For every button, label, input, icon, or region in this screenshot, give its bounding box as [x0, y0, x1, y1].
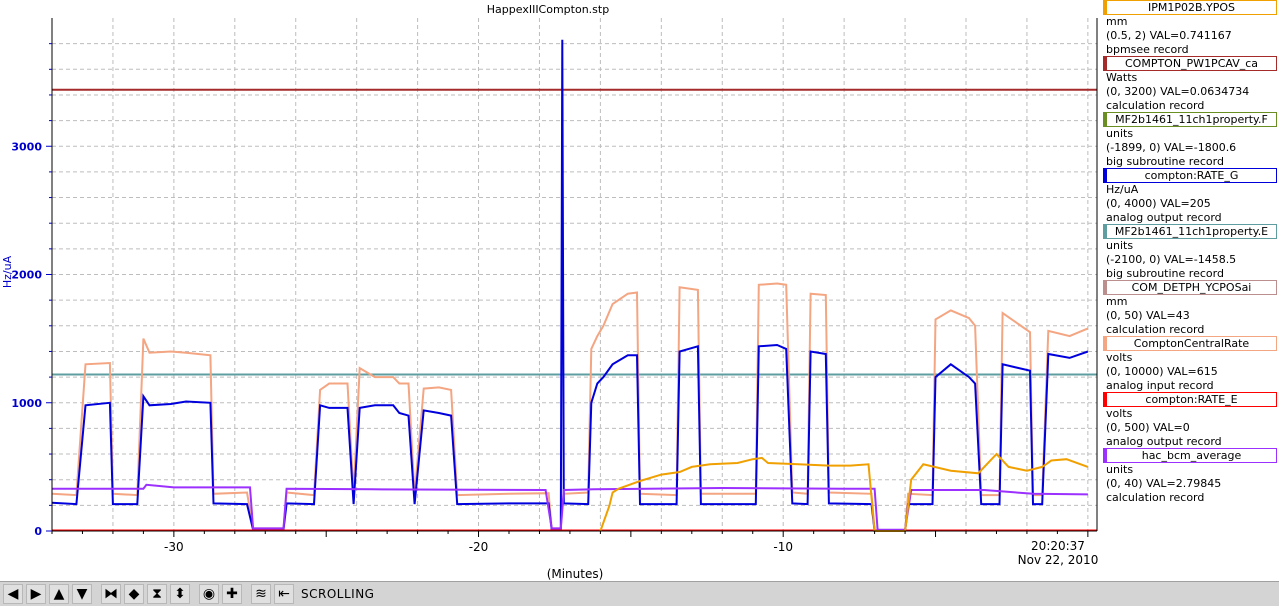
arrow-up-icon[interactable]: ▲	[49, 584, 69, 604]
legend-title: hac_bcm_average	[1103, 448, 1277, 463]
toolbar: ◀ ▶ ▲ ▼ ⧓ ◆ ⧗ ⬍ ◉ ✚ ≋ ⇤ SCROLLING	[0, 581, 1279, 606]
legend-range-val: (0, 50) VAL=43	[1106, 309, 1190, 322]
legend-unit: units	[1106, 239, 1134, 252]
legend-record: bpmsee record	[1106, 43, 1189, 56]
y-tick-label: 2000	[11, 269, 42, 282]
y-tick-label: 1000	[11, 397, 42, 410]
export-icon[interactable]: ⇤	[274, 584, 294, 604]
legend-range-val: (0, 500) VAL=0	[1106, 421, 1190, 434]
zoom-out-y-icon[interactable]: ⬍	[170, 584, 190, 604]
y-tick-label: 3000	[11, 140, 42, 153]
series-line-ipm1p02b-ypos	[599, 452, 1089, 532]
circle-icon[interactable]: ◉	[199, 584, 219, 604]
arrow-right-icon[interactable]: ▶	[26, 584, 46, 604]
legend-record: analog input record	[1106, 379, 1214, 392]
legend-entry[interactable]: COMPTON_PW1PCAV_ca Watts (0, 3200) VAL=0.0…	[1100, 56, 1279, 112]
legend-record: analog output record	[1106, 435, 1222, 448]
legend-entry[interactable]: compton:RATE_G Hz/uA (0, 4000) VAL=205 anal…	[1100, 168, 1279, 224]
arrow-left-icon[interactable]: ◀	[3, 584, 23, 604]
legend-record: analog output record	[1106, 211, 1222, 224]
legend-range-val: (-2100, 0) VAL=-1458.5	[1106, 253, 1237, 266]
legend-unit: Hz/uA	[1106, 183, 1139, 196]
legend-range-val: (0, 40) VAL=2.79845	[1106, 477, 1222, 490]
legend-unit: Watts	[1106, 71, 1138, 84]
legend-title: ComptonCentralRate	[1103, 336, 1277, 351]
legend-entry[interactable]: compton:RATE_E volts (0, 500) VAL=0 analog …	[1100, 392, 1279, 448]
legend-entry[interactable]: MF2b1461_11ch1property.E units (-2100, 0) …	[1100, 224, 1279, 280]
legend-record: big subroutine record	[1106, 155, 1224, 168]
legend-unit: mm	[1106, 295, 1128, 308]
plot-area[interactable]: HappexIIICompton.stp -30 -20 -10 0 1000 2000 3…	[0, 0, 1100, 580]
legend-range-val: (-1899, 0) VAL=-1800.6	[1106, 141, 1237, 154]
plus-icon[interactable]: ✚	[222, 584, 242, 604]
legend-entry[interactable]: MF2b1461_11ch1property.F units (-1899, 0) …	[1100, 112, 1279, 168]
legend-title: COM_DETPH_YCPOSai	[1103, 280, 1277, 295]
legend-unit: volts	[1106, 407, 1133, 420]
x-tick-label: -30	[164, 540, 184, 554]
legend-record: big subroutine record	[1106, 267, 1224, 280]
legend-unit: units	[1106, 463, 1134, 476]
zoom-in-x-icon[interactable]: ⧓	[101, 584, 121, 604]
axes: -30 -20 -10 0 1000 2000 3000	[11, 18, 1098, 554]
x-axis-label: (Minutes)	[547, 567, 604, 580]
legend-record: calculation record	[1106, 99, 1205, 112]
legend-entry[interactable]: IPM1P02B.YPOS mm (0.5, 2) VAL=0.741167 bpms…	[1100, 0, 1279, 56]
chart-title: HappexIIICompton.stp	[487, 3, 609, 16]
zoom-out-x-icon[interactable]: ◆	[124, 584, 144, 604]
y-tick-label: 0	[34, 525, 42, 538]
arrow-down-icon[interactable]: ▼	[72, 584, 92, 604]
legend-title: MF2b1461_11ch1property.E	[1103, 224, 1277, 239]
x-tick-label: -20	[469, 540, 489, 554]
legend-range-val: (0, 3200) VAL=0.0634734	[1106, 85, 1250, 98]
legend-record: calculation record	[1106, 323, 1205, 336]
y-axis-label: Hz/uA	[1, 255, 14, 288]
legend-title: compton:RATE_E	[1103, 392, 1277, 407]
legend-range-val: (0, 4000) VAL=205	[1106, 197, 1211, 210]
legend-range-val: (0.5, 2) VAL=0.741167	[1106, 29, 1232, 42]
timestamp-date: Nov 22, 2010	[1018, 553, 1099, 567]
legend-unit: units	[1106, 127, 1134, 140]
legend-unit: volts	[1106, 351, 1133, 364]
legend: IPM1P02B.YPOS mm (0.5, 2) VAL=0.741167 bpms…	[1100, 0, 1279, 580]
scrolling-status: SCROLLING	[301, 587, 375, 601]
legend-title: compton:RATE_G	[1103, 168, 1277, 183]
legend-unit: mm	[1106, 15, 1128, 28]
legend-title: COMPTON_PW1PCAV_ca	[1103, 56, 1277, 71]
autoscale-icon[interactable]: ≋	[251, 584, 271, 604]
series-line-compton-rate-g	[51, 39, 1089, 532]
legend-title: MF2b1461_11ch1property.F	[1103, 112, 1277, 127]
legend-entry[interactable]: hac_bcm_average units (0, 40) VAL=2.79845 c…	[1100, 448, 1279, 504]
x-tick-label: -10	[773, 540, 793, 554]
legend-entry[interactable]: COM_DETPH_YCPOSai mm (0, 50) VAL=43 calcula…	[1100, 280, 1279, 336]
legend-entry[interactable]: ComptonCentralRate volts (0, 10000) VAL=61…	[1100, 336, 1279, 392]
legend-title: IPM1P02B.YPOS	[1103, 0, 1277, 15]
legend-record: calculation record	[1106, 491, 1205, 504]
legend-range-val: (0, 10000) VAL=615	[1106, 365, 1218, 378]
timestamp-time: 20:20:37	[1031, 539, 1085, 553]
grid-lines	[51, 18, 1097, 531]
zoom-in-y-icon[interactable]: ⧗	[147, 584, 167, 604]
